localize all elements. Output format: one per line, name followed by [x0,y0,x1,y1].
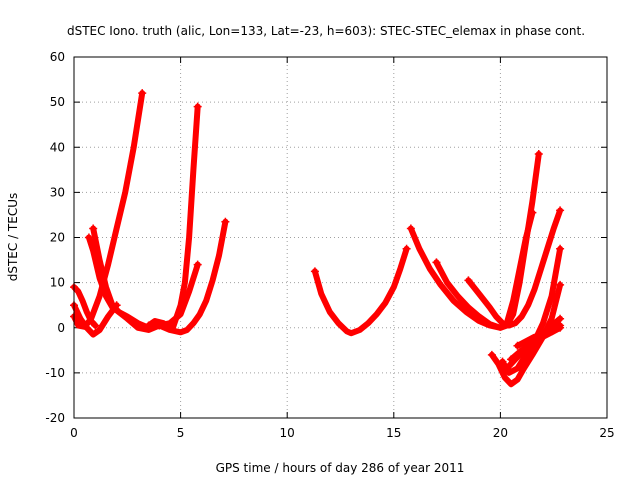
series-arc-12-endpoint-marker [487,350,496,359]
series-arc-7-endpoint-marker [221,217,230,226]
chart-title: dSTEC Iono. truth (alic, Lon=133, Lat=-2… [67,24,585,38]
y-tick-label: 10 [50,276,65,290]
series-arc-3 [71,284,99,329]
series-arc-4-endpoint-marker [89,224,98,233]
series-arc-16 [514,324,564,349]
series-arc-10-endpoint-marker [528,208,537,217]
y-tick-label: 20 [50,231,65,245]
series-arc-9-endpoint-marker [406,224,415,233]
x-tick-label: 25 [599,426,614,440]
series-arc-8-endpoint-marker [310,267,319,276]
series-arc-7-endpoint-marker [155,321,164,330]
series-arc-1-endpoint-marker [138,89,147,98]
series-arc-11 [465,207,564,329]
series-arc-16-endpoint-marker [513,341,522,350]
series-arc-6-endpoint-marker [193,102,202,111]
x-tick-label: 5 [177,426,185,440]
series-arc-10 [433,209,536,331]
series-arc-3-endpoint-marker [91,321,100,330]
y-tick-label: -10 [45,366,65,380]
y-tick-label: 50 [50,95,65,109]
y-tick-label: 40 [50,140,65,154]
series-arc-9-endpoint-marker [534,150,543,159]
series-arc-13-endpoint-marker [556,244,565,253]
series-arc-11-endpoint-marker [556,206,565,215]
series-arc-10-endpoint-marker [432,258,441,267]
series-arc-16-endpoint-marker [556,323,565,332]
x-tick-label: 20 [493,426,508,440]
series-arc-6 [145,103,201,333]
y-tick-label: 30 [50,185,65,199]
y-tick-label: -20 [45,411,65,425]
y-tick-label: 0 [57,321,65,335]
series-arc-14-endpoint-marker [502,364,511,373]
y-tick-label: 60 [50,50,65,64]
series-arc-8-endpoint-marker [402,244,411,253]
series-arc-7 [156,218,229,336]
series-arc-5-endpoint-marker [193,260,202,269]
series-arc-14-endpoint-marker [556,314,565,323]
plot-area [70,89,565,388]
y-axis-label: dSTEC / TECUs [6,193,20,282]
plot-frame [73,56,608,419]
series-arc-12-endpoint-marker [556,280,565,289]
x-tick-label: 0 [70,426,78,440]
series-arc-13-endpoint-marker [498,357,507,366]
series-arc-5-endpoint-marker [84,233,93,242]
series-arc-6-endpoint-marker [144,321,153,330]
series-arc-15-endpoint-marker [507,355,516,364]
x-tick-label: 10 [280,426,295,440]
x-tick-label: 15 [386,426,401,440]
series-arc-11-endpoint-marker [464,276,473,285]
series-arc-2 [71,302,120,338]
x-axis-label: GPS time / hours of day 286 of year 2011 [216,461,465,475]
series-arc-8 [311,245,410,337]
